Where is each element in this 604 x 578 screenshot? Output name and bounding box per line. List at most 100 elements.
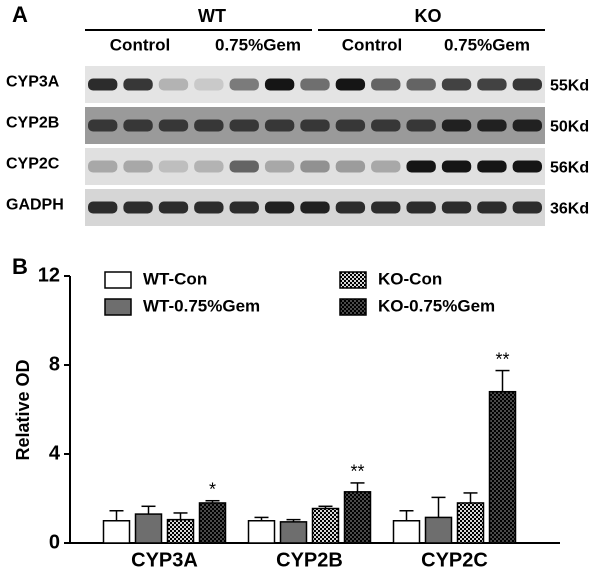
blot-band [264,201,295,214]
blot-band [158,119,189,132]
bar [311,507,340,544]
bar [166,518,195,544]
blot-band [477,119,507,132]
bar [392,520,421,544]
treatment-label: 0.75%Gem [215,35,301,54]
treatment-label: Control [110,35,170,54]
blot-band [158,201,189,214]
blot-band [88,119,118,132]
blot-band [371,160,401,173]
row-label: CYP3A [6,74,60,91]
bar [279,521,308,544]
panel-label: B [12,254,28,279]
blot-band [441,119,472,132]
blot-band [229,201,259,214]
y-axis-label: Relative OD [13,359,33,460]
blot-band [123,160,153,173]
blot-band [194,78,224,91]
blot-band [194,160,224,173]
row-label: GADPH [6,197,64,214]
blot-band [123,119,153,132]
treatment-label: 0.75%Gem [444,35,530,54]
blot-band [229,160,259,173]
blot-band [512,201,542,214]
blot-band [194,119,224,132]
blot-band [406,160,436,173]
bar [247,520,276,544]
blot-band [123,78,153,91]
blot-band [406,119,436,132]
legend-swatch [339,271,367,289]
blot-band [371,78,401,91]
legend-label: WT-0.75%Gem [143,296,260,315]
size-label: 50Kd [550,119,589,136]
y-tick-label: 8 [49,353,60,375]
row-label: CYP2C [6,156,60,173]
blot-band [477,160,507,173]
blot-band [406,201,436,214]
y-tick-label: 12 [38,264,60,286]
legend-swatch [104,298,132,316]
blot-band [300,78,330,91]
y-tick-label: 4 [49,442,61,464]
size-label: 55Kd [550,78,589,95]
bar [488,390,517,544]
blot-band [335,201,366,214]
blot-band [123,201,153,214]
significance: ** [350,462,364,482]
legend-label: WT-Con [143,269,207,288]
blot-band [194,201,224,214]
blot-band [300,119,330,132]
x-tick-label: CYP3A [131,549,198,571]
blot-band [371,119,401,132]
blot-band [158,160,189,173]
blot-band [335,78,366,91]
blot-band [406,78,436,91]
legend-swatch [339,298,367,316]
blot-band [88,160,118,173]
bar [102,520,131,544]
significance: ** [495,349,509,369]
blot-band [264,78,295,91]
size-label: 36Kd [550,201,589,218]
blot-band [264,160,295,173]
x-tick-label: CYP2C [421,549,488,571]
blot-band [158,78,189,91]
blot-band [229,78,259,91]
bar [343,491,372,544]
legend-swatch [104,271,132,289]
group-label: WT [198,6,226,26]
blot-band [512,119,542,132]
blot-band [477,201,507,214]
blot-band [477,78,507,91]
x-tick-label: CYP2B [276,549,343,571]
significance: * [209,479,216,499]
legend-label: KO-0.75%Gem [378,296,495,315]
bar [198,502,227,544]
blot-band [229,119,259,132]
y-tick-label: 0 [49,531,60,553]
panel-label: A [12,2,28,27]
blot-band [512,160,542,173]
bar [456,502,485,544]
group-label: KO [415,6,442,26]
blot-band [335,160,366,173]
blot-band [88,78,118,91]
blot-band [441,160,472,173]
size-label: 56Kd [550,160,589,177]
blot-band [441,201,472,214]
blot-band [441,78,472,91]
bar [134,513,163,544]
legend-label: KO-Con [378,269,442,288]
blot-band [88,201,118,214]
blot-band [264,119,295,132]
blot-band [371,201,401,214]
blot-band [300,201,330,214]
blot-band [300,160,330,173]
blot-band [335,119,366,132]
row-label: CYP2B [6,115,59,132]
treatment-label: Control [342,35,402,54]
blot-band [512,78,542,91]
bar [424,516,453,544]
